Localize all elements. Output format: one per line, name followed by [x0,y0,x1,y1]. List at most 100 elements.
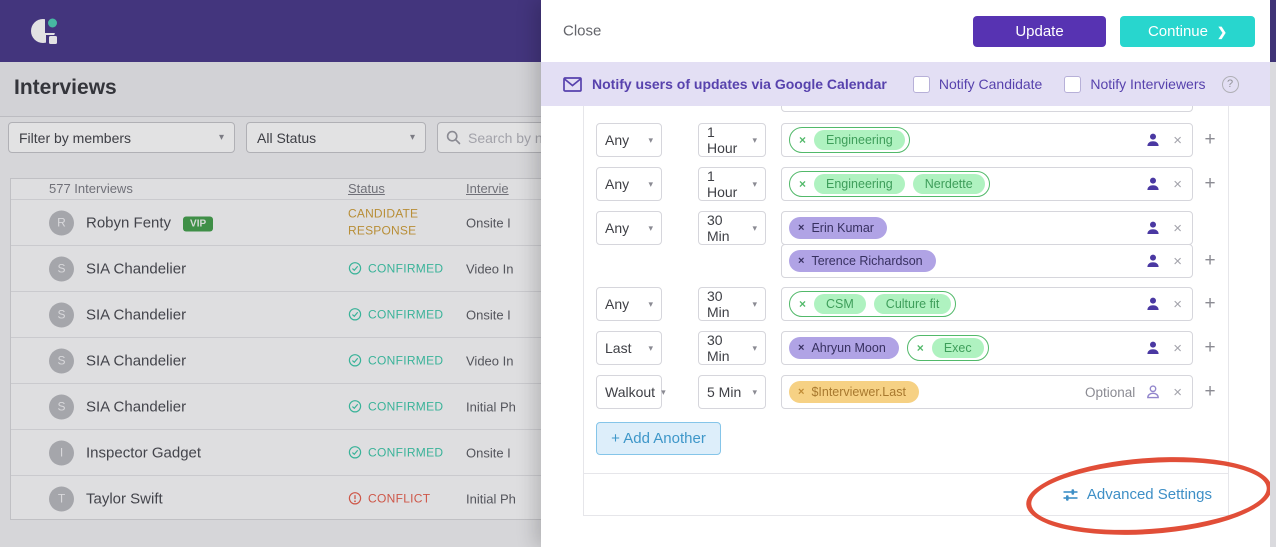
remove-person-icon[interactable]: × [798,342,805,354]
table-row[interactable]: I Inspector Gadget CONFIRMED Onsite I [11,429,541,475]
candidate-name: SIA Chandelier [86,398,187,415]
avatar: S [49,302,74,327]
edit-interview-modal: Close Update Continue ❯ Notify users of … [541,0,1275,547]
attendee-field[interactable]: × $Interviewer.Last Optional × [781,375,1193,409]
remove-person-icon[interactable]: × [798,222,805,234]
when-select[interactable]: Any ▾ [596,211,662,245]
column-header-status[interactable]: Status [348,181,385,196]
page-edge-strip [1270,0,1276,547]
advanced-settings-link[interactable]: Advanced Settings [1062,486,1212,503]
chevron-down-icon: ▾ [661,386,666,397]
filter-members-select[interactable]: Filter by members ▾ [8,122,235,153]
duration-select[interactable]: 1 Hour ▾ [698,123,766,157]
person-icon[interactable] [1145,253,1161,269]
attendee-field[interactable]: × Terence Richardson × [781,244,1193,278]
form-footer: Advanced Settings [584,473,1228,515]
plan-row: Any ▾ 30 Min ▾ × Erin Kumar × [584,211,1228,245]
when-select[interactable]: Any ▾ [596,167,662,201]
add-row-button[interactable]: + [1204,381,1216,402]
column-header-interview[interactable]: Intervie [466,181,509,196]
attendee-field[interactable]: × Ahryun Moon × Exec × [781,331,1193,365]
person-pill: × Ahryun Moon [789,337,899,359]
clear-field-icon[interactable]: × [1173,295,1182,313]
remove-tag-icon[interactable]: × [799,177,807,191]
status-badge: CONFIRMED [348,306,452,323]
table-row[interactable]: T Taylor Swift CONFLICT Initial Ph [11,475,541,521]
clear-field-icon[interactable]: × [1173,175,1182,193]
filter-members-label: Filter by members [19,129,132,146]
duration-select[interactable]: 1 Hour ▾ [698,167,766,201]
add-another-button[interactable]: + Add Another [596,422,721,455]
table-row[interactable]: S SIA Chandelier CONFIRMED Initial Ph [11,383,541,429]
status-badge: CANDIDATE RESPONSE [348,206,419,238]
continue-button[interactable]: Continue ❯ [1120,16,1255,47]
interview-type: Onsite I [466,445,511,460]
attendee-field[interactable]: × Erin Kumar × [781,211,1193,245]
notify-interviewers-label: Notify Interviewers [1090,76,1206,92]
modal-dim-overlay [0,0,541,547]
remove-variable-icon[interactable]: × [798,386,805,398]
conflict-icon [348,492,362,505]
close-button[interactable]: Close [563,22,602,40]
interview-plan-form: Any ▾ 1 Hour ▾ × Engineering × + Any ▾ 1 Ho… [583,80,1229,516]
duration-select[interactable]: 30 Min ▾ [698,211,766,245]
remove-tag-icon[interactable]: × [916,341,924,355]
help-icon[interactable]: ? [1221,75,1239,93]
person-icon[interactable] [1145,296,1161,312]
person-icon[interactable] [1145,132,1161,148]
optional-label: Optional [1084,384,1136,400]
duration-select[interactable]: 30 Min ▾ [698,331,766,365]
attendee-field[interactable]: × Engineering Nerdette × [781,167,1193,201]
add-row-button[interactable]: + [1204,250,1216,271]
status-badge: CONFIRMED [348,260,452,277]
interview-type: Onsite I [466,307,511,322]
notify-candidate-checkbox[interactable] [912,75,930,93]
notify-bar: Notify users of updates via Google Calen… [541,62,1270,106]
add-row-button[interactable]: + [1204,173,1216,194]
add-row-button[interactable]: + [1204,337,1216,358]
add-row-button[interactable]: + [1204,129,1216,150]
table-row[interactable]: S SIA Chandelier CONFIRMED Video In [11,337,541,383]
attendee-field[interactable]: × CSM Culture fit × [781,287,1193,321]
person-outline-icon[interactable] [1145,384,1161,400]
notify-interviewers-checkbox[interactable] [1064,75,1082,93]
chevron-down-icon: ▾ [648,178,653,189]
when-select[interactable]: Walkout ▾ [596,375,666,409]
duration-select[interactable]: 5 Min ▾ [698,375,766,409]
person-icon[interactable] [1145,220,1161,236]
goodtime-logo-icon[interactable] [30,14,64,48]
clear-field-icon[interactable]: × [1173,252,1182,270]
remove-tag-icon[interactable]: × [799,133,807,147]
candidate-name: SIA Chandelier [86,260,187,277]
candidate-name: SIA Chandelier [86,352,187,369]
table-row[interactable]: R Robyn Fenty VIP CANDIDATE RESPONSE Onsi… [11,199,541,245]
duration-select[interactable]: 30 Min ▾ [698,287,766,321]
when-select[interactable]: Any ▾ [596,287,662,321]
clear-field-icon[interactable]: × [1173,131,1182,149]
attendee-field[interactable]: × Engineering × [781,123,1193,157]
tag: Engineering [814,130,905,150]
tag-group: × CSM Culture fit [789,291,957,317]
add-row-button[interactable]: + [1204,293,1216,314]
status-badge: CONFIRMED [348,398,452,415]
clear-field-icon[interactable]: × [1173,219,1182,237]
clear-field-icon[interactable]: × [1173,339,1182,357]
filter-status-select[interactable]: All Status ▾ [246,122,426,153]
clear-field-icon[interactable]: × [1173,383,1182,401]
table-row[interactable]: S SIA Chandelier CONFIRMED Video In [11,245,541,291]
when-select[interactable]: Last ▾ [596,331,662,365]
chevron-down-icon: ▾ [752,222,757,233]
person-icon[interactable] [1145,176,1161,192]
page-title: Interviews [14,76,117,99]
person-icon[interactable] [1145,340,1161,356]
when-select[interactable]: Any ▾ [596,123,662,157]
remove-person-icon[interactable]: × [798,255,805,267]
update-button[interactable]: Update [973,16,1106,47]
avatar: R [49,210,74,235]
envelope-icon [563,76,582,92]
interview-type: Initial Ph [466,491,516,506]
remove-tag-icon[interactable]: × [799,297,807,311]
chevron-down-icon: ▾ [752,134,757,145]
table-row[interactable]: S SIA Chandelier CONFIRMED Onsite I [11,291,541,337]
